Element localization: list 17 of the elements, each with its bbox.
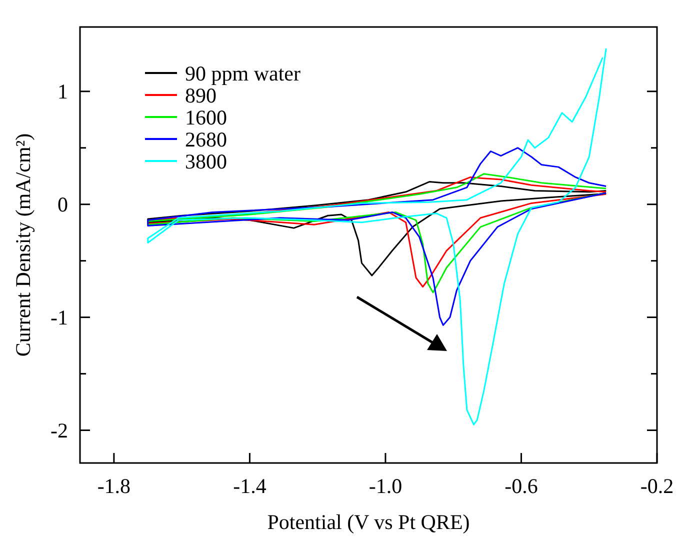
x-tick-label: -1.8 [97,474,131,498]
x-tick-label: -1.0 [368,474,402,498]
legend-label: 1600 [185,105,227,130]
y-axis-title: Current Density (mA/cm²) [11,133,35,357]
x-tick-label: -1.4 [233,474,267,498]
legend-label: 90 ppm water [185,61,300,86]
x-tick-label: -0.2 [640,474,674,498]
legend-label: 2680 [185,127,227,152]
legend-label: 3800 [185,149,227,174]
y-tick-label: -2 [50,418,68,443]
y-tick-label: -1 [50,306,68,330]
y-tick-label: 0 [58,192,68,217]
y-tick-label: 1 [58,80,68,104]
x-tick-label: -0.6 [504,474,538,498]
x-axis-title: Potential (V vs Pt QRE) [267,510,470,534]
line-series [147,147,607,326]
line-series [147,48,607,426]
